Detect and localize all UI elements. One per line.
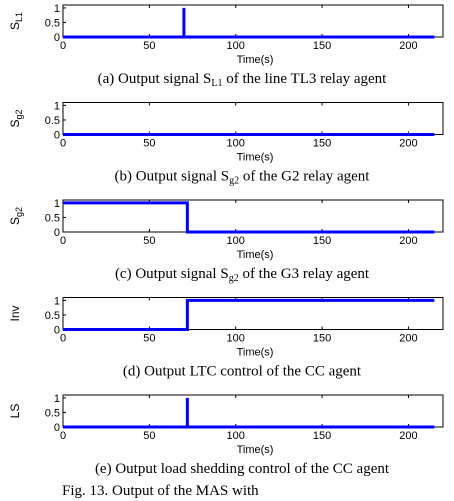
y-axis-label: Sg2 [8,207,24,225]
caption: (c) Output signal Sg2 of the G3 relay ag… [115,266,370,284]
x-tick-label: 100 [227,430,245,442]
caption: (e) Output load shedding control of the … [95,461,390,477]
caption-text: (e) Output load shedding control of the … [95,461,390,477]
x-axis-label: Time(s) [237,444,274,456]
y-tick-label: 0 [54,227,60,239]
y-label-main: Inv [8,305,22,321]
y-tick-label: 0.5 [45,212,60,224]
x-tick-label: 150 [313,333,331,345]
x-tick-label: 150 [313,235,331,247]
y-tick-label: 1 [54,295,60,307]
x-tick-label: 200 [399,333,417,345]
caption-text: (c) Output signal S [115,266,229,282]
caption-text: (b) Output signal S [115,169,230,185]
caption-text: of the line TL3 relay agent [223,71,388,87]
y-tick-label: 1 [54,3,60,15]
y-label-main: S [8,217,22,225]
figure-caption: Fig. 13. Output of the MAS with [62,483,259,499]
x-tick-label: 50 [143,430,155,442]
signal-line [63,7,435,39]
x-tick-label: 50 [143,138,155,150]
signal-line [63,397,435,429]
x-tick-label: 0 [60,333,66,345]
plot-frame [62,199,444,233]
x-tick-label: 0 [60,40,66,52]
plot-frame [62,297,444,330]
y-tick-label: 0.5 [45,310,60,322]
x-tick-label: 200 [399,430,417,442]
caption-sub: L1 [211,78,222,89]
x-tick-label: 100 [227,333,245,345]
y-tick-label: 0 [54,422,60,434]
y-tick-label: 0 [54,325,60,337]
y-axis-label: Sg2 [8,109,24,127]
signal-line [63,298,435,331]
plot-frame [62,394,444,428]
y-tick-label: 1 [54,393,60,405]
plot-frame [62,102,444,135]
y-tick-label: 0.5 [45,407,60,419]
caption-sub: g2 [229,273,239,284]
x-axis-label: Time(s) [237,249,274,261]
x-axis-label: Time(s) [237,347,274,359]
caption: (b) Output signal Sg2 of the G2 relay ag… [115,169,371,187]
x-tick-label: 150 [313,430,331,442]
y-tick-label: 1 [54,100,60,112]
x-tick-label: 200 [399,235,417,247]
signal-line [63,201,435,234]
caption-text: of the G2 relay agent [239,169,370,185]
x-tick-label: 200 [399,138,417,150]
x-tick-label: 50 [143,40,155,52]
plot-frame [62,4,444,38]
y-label-sub: g2 [14,109,24,119]
y-axis-label: SL1 [8,12,24,30]
y-axis-label: LS [8,404,22,419]
caption: (a) Output signal SL1 of the line TL3 re… [98,71,388,89]
x-tick-label: 200 [399,40,417,52]
y-tick-label: 0.5 [45,17,60,29]
y-tick-label: 0.5 [45,115,60,127]
y-label-sub: g2 [14,207,24,217]
x-tick-label: 100 [227,40,245,52]
y-label-sub: L1 [14,12,24,22]
x-tick-label: 100 [227,235,245,247]
y-tick-label: 0 [54,32,60,44]
caption-sub: g2 [229,176,239,187]
x-axis-label: Time(s) [237,54,274,66]
y-label-main: S [8,22,22,30]
x-tick-label: 50 [143,235,155,247]
y-axis-label: Inv [8,305,22,321]
x-tick-label: 150 [313,40,331,52]
x-tick-label: 0 [60,430,66,442]
x-tick-label: 0 [60,138,66,150]
x-tick-label: 50 [143,333,155,345]
x-tick-label: 0 [60,235,66,247]
y-label-main: LS [8,404,22,419]
y-tick-label: 1 [54,198,60,210]
y-label-main: S [8,120,22,128]
caption-text: (a) Output signal S [98,71,212,87]
x-axis-label: Time(s) [237,152,274,164]
y-tick-label: 0 [54,130,60,142]
x-tick-label: 100 [227,138,245,150]
caption-text: of the G3 relay agent [239,266,370,282]
x-tick-label: 150 [313,138,331,150]
caption-text: (d) Output LTC control of the CC agent [123,364,362,380]
caption: (d) Output LTC control of the CC agent [123,364,362,380]
